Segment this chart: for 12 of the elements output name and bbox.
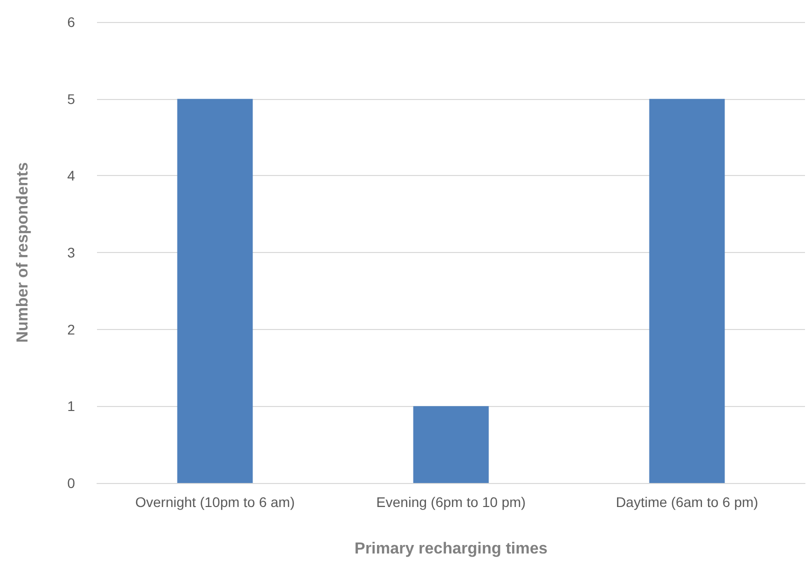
x-tick-label: Evening (6pm to 10 pm)	[376, 494, 526, 510]
y-tick-label: 4	[67, 168, 76, 184]
x-tick-label: Daytime (6am to 6 pm)	[616, 494, 758, 510]
y-axis-title: Number of respondents	[14, 162, 32, 343]
y-tick-label: 3	[67, 244, 76, 260]
x-axis-title: Primary recharging times	[354, 540, 548, 558]
y-tick-label: 0	[67, 475, 76, 491]
y-tick-label: 6	[67, 14, 76, 30]
y-tick-label: 5	[67, 90, 76, 107]
y-tick-label: 2	[67, 321, 76, 338]
x-tick-label: Overnight (10pm to 6 am)	[135, 494, 295, 510]
y-tick-label: 1	[67, 398, 76, 414]
